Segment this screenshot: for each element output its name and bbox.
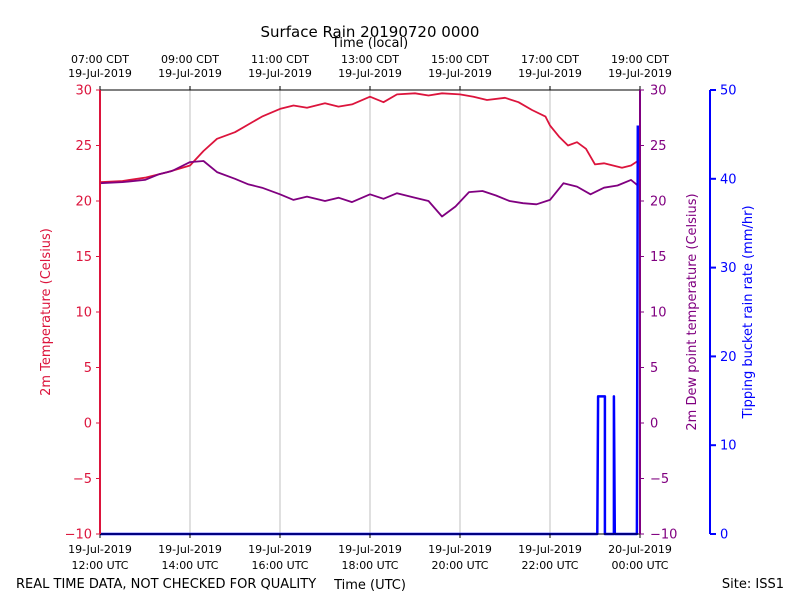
y-right1-tick-label: 0 xyxy=(650,417,658,432)
x-top-tick-time: 11:00 CDT xyxy=(251,53,309,66)
x-top-tick-date: 19-Jul-2019 xyxy=(68,67,132,80)
axes-ticks: 19-Jul-2019 12:00 UTC 19-Jul-2019 14:00 UTC… xyxy=(65,53,737,572)
x-bottom-tick-date: 19-Jul-2019 xyxy=(158,543,222,556)
y-left-tick-label: 0 xyxy=(84,417,92,432)
y-left-tick-label: 20 xyxy=(75,195,92,210)
x-bottom-tick-time: 20:00 UTC xyxy=(431,559,488,572)
x-top-tick-time: 19:00 CDT xyxy=(611,53,669,66)
x-bottom-tick-date: 19-Jul-2019 xyxy=(428,543,492,556)
y-right1-tick-label: 5 xyxy=(650,361,658,376)
y-right2-tick-label: 30 xyxy=(720,261,737,276)
y-right1-tick-label: −5 xyxy=(650,472,669,487)
x-top-tick-time: 07:00 CDT xyxy=(71,53,129,66)
quality-disclaimer: REAL TIME DATA, NOT CHECKED FOR QUALITY xyxy=(16,577,316,592)
x-top-tick-date: 19-Jul-2019 xyxy=(338,67,402,80)
x-bottom-tick-time: 14:00 UTC xyxy=(161,559,218,572)
top-axis-label: Time (local) xyxy=(331,36,408,51)
y-left-tick-label: 10 xyxy=(75,306,92,321)
x-bottom-tick-time: 22:00 UTC xyxy=(521,559,578,572)
right-axis-label-dewpoint: 2m Dew point temperature (Celsius) xyxy=(685,193,700,430)
y-left-tick-label: 25 xyxy=(75,139,92,154)
x-top-tick-time: 15:00 CDT xyxy=(431,53,489,66)
y-right1-tick-label: 25 xyxy=(650,139,667,154)
y-right1-tick-label: −10 xyxy=(650,528,677,543)
y-left-tick-label: −10 xyxy=(65,528,92,543)
x-top-tick-date: 19-Jul-2019 xyxy=(158,67,222,80)
x-top-tick-time: 17:00 CDT xyxy=(521,53,579,66)
x-bottom-tick-date: 19-Jul-2019 xyxy=(338,543,402,556)
y-right2-tick-label: 20 xyxy=(720,350,737,365)
y-right1-tick-label: 15 xyxy=(650,250,667,265)
y-left-tick-label: −5 xyxy=(73,472,92,487)
x-bottom-tick-date: 19-Jul-2019 xyxy=(248,543,312,556)
x-bottom-tick-time: 00:00 UTC xyxy=(611,559,668,572)
x-bottom-tick-time: 18:00 UTC xyxy=(341,559,398,572)
series-line-2m-temperature xyxy=(99,92,639,183)
y-right2-tick-label: 0 xyxy=(720,528,728,543)
gridlines xyxy=(189,90,551,534)
y-right1-tick-label: 10 xyxy=(650,306,667,321)
x-bottom-tick-date: 19-Jul-2019 xyxy=(518,543,582,556)
x-top-tick-date: 19-Jul-2019 xyxy=(608,67,672,80)
x-top-tick-date: 19-Jul-2019 xyxy=(518,67,582,80)
site-label: Site: ISS1 xyxy=(722,577,784,592)
x-top-tick-date: 19-Jul-2019 xyxy=(428,67,492,80)
y-right2-tick-label: 50 xyxy=(720,84,737,99)
y-left-tick-label: 30 xyxy=(75,84,92,99)
x-top-tick-time: 09:00 CDT xyxy=(161,53,219,66)
y-right2-tick-label: 40 xyxy=(720,172,737,187)
x-bottom-tick-time: 12:00 UTC xyxy=(71,559,128,572)
left-axis-label: 2m Temperature (Celsius) xyxy=(39,228,54,396)
y-left-tick-label: 15 xyxy=(75,250,92,265)
x-top-tick-time: 13:00 CDT xyxy=(341,53,399,66)
x-bottom-tick-date: 20-Jul-2019 xyxy=(608,543,672,556)
right-axis-label-rainrate: Tipping bucket rain rate (mm/hr) xyxy=(741,205,756,419)
y-left-tick-label: 5 xyxy=(84,361,92,376)
y-right1-tick-label: 30 xyxy=(650,84,667,99)
x-bottom-tick-time: 16:00 UTC xyxy=(251,559,308,572)
y-right2-tick-label: 10 xyxy=(720,439,737,454)
x-top-tick-date: 19-Jul-2019 xyxy=(248,67,312,80)
bottom-axis-label: Time (UTC) xyxy=(333,578,406,593)
y-right1-tick-label: 20 xyxy=(650,195,667,210)
x-bottom-tick-date: 19-Jul-2019 xyxy=(68,543,132,556)
chart-title: Surface Rain 20190720 0000 xyxy=(261,23,480,41)
series-line-2m-dew-point-temperature xyxy=(99,160,639,218)
